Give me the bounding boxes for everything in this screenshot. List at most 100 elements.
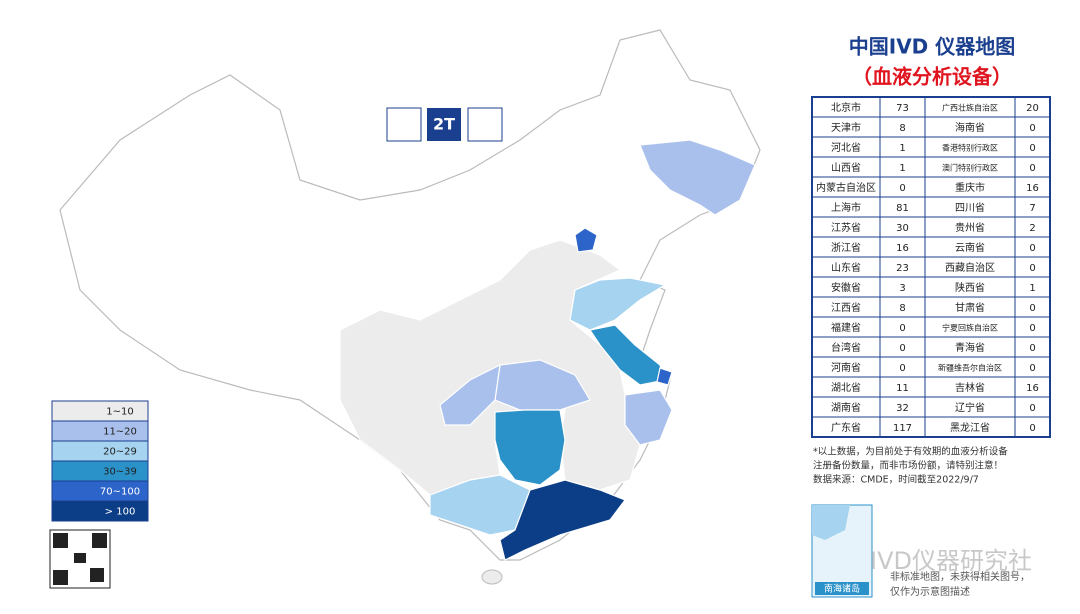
province-jilin (639, 139, 756, 216)
qr-block (90, 568, 104, 582)
region-count: 73 (896, 103, 909, 114)
region-name: 山西省 (831, 161, 861, 174)
legend-label: 11~20 (103, 427, 137, 438)
note-line: *以上数据，为目前处于有效期的血液分析设备 (813, 446, 1008, 458)
logo-badge-bg (427, 108, 461, 141)
province-shanghai (656, 367, 673, 386)
region-count: 0 (1029, 423, 1035, 434)
region-count: 30 (896, 223, 909, 234)
table-border (811, 96, 1051, 438)
region-name: 广西壮族自治区 (942, 103, 998, 113)
region-count: 0 (1029, 263, 1035, 274)
logo-box (467, 107, 503, 142)
province-hunan (494, 409, 566, 486)
region-name: 贵州省 (955, 221, 985, 234)
region-count: 2 (1029, 223, 1035, 234)
region-count: 0 (1029, 363, 1035, 374)
region-name: 澳门特别行政区 (942, 163, 998, 173)
region-name: 吉林省 (955, 381, 985, 394)
region-name: 山东省 (831, 261, 861, 274)
island-hainan (481, 569, 503, 585)
legend-label: 30~39 (103, 467, 137, 478)
region-count: 11 (896, 383, 909, 394)
region-name: 江苏省 (831, 221, 861, 234)
legend-label: 20~29 (103, 447, 137, 458)
region-count: 16 (1026, 183, 1039, 194)
region-name: 上海市 (831, 201, 861, 214)
region-name: 陕西省 (955, 281, 985, 294)
region-name: 黑龙江省 (950, 421, 990, 434)
legend: 1~10 11~20 20~29 30~39 70~100 > 100 (51, 400, 149, 522)
region-name: 甘肃省 (955, 301, 985, 314)
region-count: 0 (1029, 123, 1035, 134)
notes: *以上数据，为目前处于有效期的血液分析设备注册备份数量，而非市场份额，请特别注意… (813, 446, 1008, 486)
note-line: 数据来源：CMDE，时间截至2022/9/7 (813, 474, 979, 486)
region-name: 湖北省 (831, 381, 861, 394)
region-count: 7 (1029, 203, 1035, 214)
region-count: 0 (1029, 303, 1035, 314)
region-name: 辽宁省 (955, 401, 985, 414)
region-name: 安徽省 (831, 281, 861, 294)
region-count: 0 (1029, 343, 1035, 354)
region-name: 浙江省 (831, 241, 861, 254)
logo-box (386, 107, 422, 142)
region-count: 1 (1029, 283, 1035, 294)
region-name: 西藏自治区 (945, 261, 995, 274)
legend-label: 1~10 (106, 407, 133, 418)
inset-label-bg (815, 582, 869, 595)
legend-swatch (51, 500, 149, 522)
region-count: 1 (899, 143, 905, 154)
disclaimer-line: 非标准地图，未获得相关图号， (890, 570, 1030, 583)
region-name: 宁夏回族自治区 (942, 323, 998, 333)
province-zhejiang (624, 389, 673, 446)
region-count: 0 (1029, 163, 1035, 174)
map-provinces (429, 139, 756, 585)
region-count: 8 (899, 303, 905, 314)
region-name: 新疆维吾尔自治区 (938, 363, 1002, 373)
region-count: 0 (1029, 323, 1035, 334)
region-count: 0 (899, 323, 905, 334)
region-count: 16 (1026, 383, 1039, 394)
region-name: 北京市 (831, 101, 861, 114)
province-chongqing (439, 363, 501, 426)
region-count: 3 (899, 283, 905, 294)
inset-land (812, 505, 850, 540)
watermark: IVD仪器研究社 (870, 547, 1032, 575)
inset-label: 南海诸岛 (824, 583, 860, 595)
region-count: 0 (1029, 403, 1035, 414)
region-name: 天津市 (831, 121, 861, 134)
region-name: 内蒙古自治区 (816, 181, 876, 194)
region-count: 0 (1029, 143, 1035, 154)
region-count: 16 (896, 243, 909, 254)
logo-badge: 2T (433, 115, 455, 134)
note-line: 注册备份数量，而非市场份额，请特别注意！ (813, 460, 1003, 472)
region-count: 0 (1029, 243, 1035, 254)
province-shandong (569, 277, 667, 331)
region-name: 云南省 (955, 241, 985, 254)
region-name: 河北省 (831, 141, 861, 154)
qr-block (92, 533, 107, 548)
region-count: 0 (899, 343, 905, 354)
province-beijing (574, 227, 598, 253)
subtitle: （血液分析设备） (852, 65, 1012, 89)
province-hubei (494, 359, 591, 411)
disclaimer-line: 仅作为示意图描述 (890, 585, 970, 598)
legend-label: 70~100 (100, 487, 140, 498)
legend-label: > 100 (105, 507, 136, 518)
region-name: 河南省 (831, 361, 861, 374)
region-name: 湖南省 (831, 401, 861, 414)
region-count: 0 (899, 183, 905, 194)
region-count: 81 (896, 203, 909, 214)
region-name: 江西省 (831, 301, 861, 314)
region-count: 8 (899, 123, 905, 134)
region-count: 20 (1026, 103, 1039, 114)
region-name: 海南省 (955, 121, 985, 134)
region-count: 23 (896, 263, 909, 274)
province-guangdong (499, 479, 626, 561)
region-name: 香港特别行政区 (942, 143, 998, 153)
region-count: 117 (893, 423, 912, 434)
qr-block (74, 553, 86, 563)
qr-code (49, 529, 111, 589)
